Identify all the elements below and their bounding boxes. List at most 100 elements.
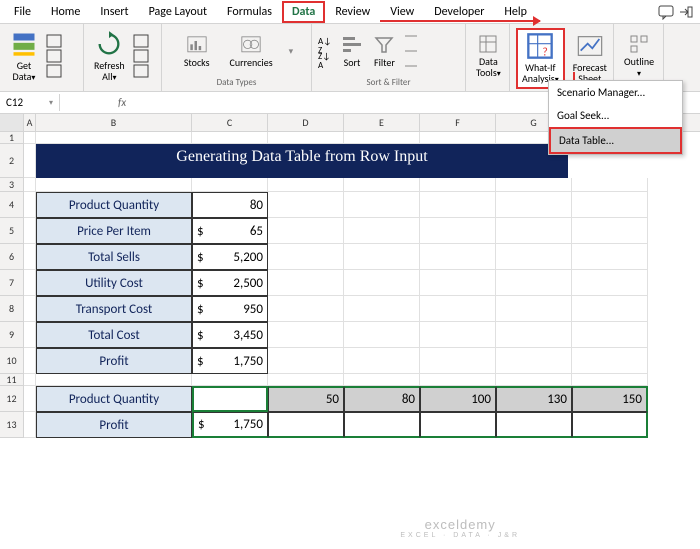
row-header-1[interactable]: 1	[0, 132, 24, 144]
cell-G3[interactable]	[496, 178, 572, 192]
cell-E6[interactable]	[344, 244, 420, 270]
cell-B6[interactable]: Total Sells	[36, 244, 192, 270]
row-header-11[interactable]: 11	[0, 374, 24, 386]
cell-C10[interactable]: $1,750	[192, 348, 268, 374]
cell-G9[interactable]	[496, 322, 572, 348]
cell-A6[interactable]	[24, 244, 36, 270]
currencies-button[interactable]: Currencies	[226, 33, 277, 70]
outline-button[interactable]: Outline▾	[620, 32, 658, 81]
cell-A7[interactable]	[24, 270, 36, 296]
cell-G8[interactable]	[496, 296, 572, 322]
data-table-item[interactable]: Data Table...	[549, 127, 682, 154]
cell-A4[interactable]	[24, 192, 36, 218]
cell-D10[interactable]	[268, 348, 344, 374]
cell-B11[interactable]	[36, 374, 192, 386]
cell-A13[interactable]	[24, 412, 36, 438]
cell-D5[interactable]	[268, 218, 344, 244]
cell-B1[interactable]	[36, 132, 192, 144]
cell-C9[interactable]: $3,450	[192, 322, 268, 348]
cell-D7[interactable]	[268, 270, 344, 296]
row-header-7[interactable]: 7	[0, 270, 24, 296]
cell-F9[interactable]	[420, 322, 496, 348]
sort-button[interactable]: Sort	[338, 33, 366, 70]
tab-home[interactable]: Home	[41, 1, 90, 23]
cell-A1[interactable]	[24, 132, 36, 144]
row-header-10[interactable]: 10	[0, 348, 24, 374]
row-header-6[interactable]: 6	[0, 244, 24, 270]
cell-B5[interactable]: Price Per Item	[36, 218, 192, 244]
cell-D12[interactable]: 50	[268, 386, 344, 412]
comments-icon[interactable]	[658, 4, 674, 20]
transform-small-buttons[interactable]	[46, 34, 62, 78]
cell-G4[interactable]	[496, 192, 572, 218]
sort-az-buttons[interactable]: A↓Z Z↓A	[318, 37, 334, 66]
cell-D8[interactable]	[268, 296, 344, 322]
row-header-13[interactable]: 13	[0, 412, 24, 438]
cell-B3[interactable]	[36, 178, 192, 192]
filter-opts[interactable]	[403, 29, 419, 73]
cell-E3[interactable]	[344, 178, 420, 192]
cell-C13[interactable]: $1,750	[192, 412, 268, 438]
cell-F11[interactable]	[420, 374, 496, 386]
tab-page-layout[interactable]: Page Layout	[139, 1, 217, 23]
col-header-d[interactable]: D	[268, 114, 344, 131]
cell-A9[interactable]	[24, 322, 36, 348]
cell-C5[interactable]: $65	[192, 218, 268, 244]
cell-B9[interactable]: Total Cost	[36, 322, 192, 348]
cell-C1[interactable]	[192, 132, 268, 144]
row-header-2[interactable]: 2	[0, 144, 24, 178]
cell-G10[interactable]	[496, 348, 572, 374]
cell-F13[interactable]	[420, 412, 496, 438]
cell-E11[interactable]	[344, 374, 420, 386]
cell-H10[interactable]	[572, 348, 648, 374]
forecast-sheet-button[interactable]: ForecastSheet	[569, 30, 611, 86]
cell-C3[interactable]	[192, 178, 268, 192]
cell-A5[interactable]	[24, 218, 36, 244]
cell-C4[interactable]: 80	[192, 192, 268, 218]
cell-B10[interactable]: Profit	[36, 348, 192, 374]
cell-D11[interactable]	[268, 374, 344, 386]
tab-data[interactable]: Data	[282, 1, 325, 23]
cell-G6[interactable]	[496, 244, 572, 270]
cell-H4[interactable]	[572, 192, 648, 218]
stocks-button[interactable]: Stocks	[180, 33, 214, 70]
goal-seek-item[interactable]: Goal Seek...	[549, 104, 682, 127]
cell-D9[interactable]	[268, 322, 344, 348]
cell-B8[interactable]: Transport Cost	[36, 296, 192, 322]
col-header-e[interactable]: E	[344, 114, 420, 131]
cell-E7[interactable]	[344, 270, 420, 296]
cell-E12[interactable]: 80	[344, 386, 420, 412]
cell-A12[interactable]	[24, 386, 36, 412]
cell-E1[interactable]	[344, 132, 420, 144]
cell-C7[interactable]: $2,500	[192, 270, 268, 296]
cell-E10[interactable]	[344, 348, 420, 374]
cell-F6[interactable]	[420, 244, 496, 270]
refresh-all-button[interactable]: RefreshAll▾	[90, 28, 129, 85]
share-icon[interactable]	[678, 4, 694, 20]
row-header-12[interactable]: 12	[0, 386, 24, 412]
cell-B13[interactable]: Profit	[36, 412, 192, 438]
cell-H11[interactable]	[572, 374, 648, 386]
cell-H12[interactable]: 150	[572, 386, 648, 412]
cell-F1[interactable]	[420, 132, 496, 144]
cell-B4[interactable]: Product Quantity	[36, 192, 192, 218]
cell-C12[interactable]	[192, 386, 268, 412]
row-header-4[interactable]: 4	[0, 192, 24, 218]
cell-A3[interactable]	[24, 178, 36, 192]
cell-C6[interactable]: $5,200	[192, 244, 268, 270]
cell-D6[interactable]	[268, 244, 344, 270]
scenario-manager-item[interactable]: Scenario Manager...	[549, 81, 682, 104]
col-header-f[interactable]: F	[420, 114, 496, 131]
cell-G12[interactable]: 130	[496, 386, 572, 412]
cell-F4[interactable]	[420, 192, 496, 218]
cell-G5[interactable]	[496, 218, 572, 244]
cell-H6[interactable]	[572, 244, 648, 270]
queries-small-buttons[interactable]	[133, 34, 149, 78]
cell-G11[interactable]	[496, 374, 572, 386]
cell-F12[interactable]: 100	[420, 386, 496, 412]
get-data-button[interactable]: GetData▾	[6, 28, 42, 85]
col-header-c[interactable]: C	[192, 114, 268, 131]
cell-C8[interactable]: $950	[192, 296, 268, 322]
cell-D3[interactable]	[268, 178, 344, 192]
cell-H13[interactable]	[572, 412, 648, 438]
